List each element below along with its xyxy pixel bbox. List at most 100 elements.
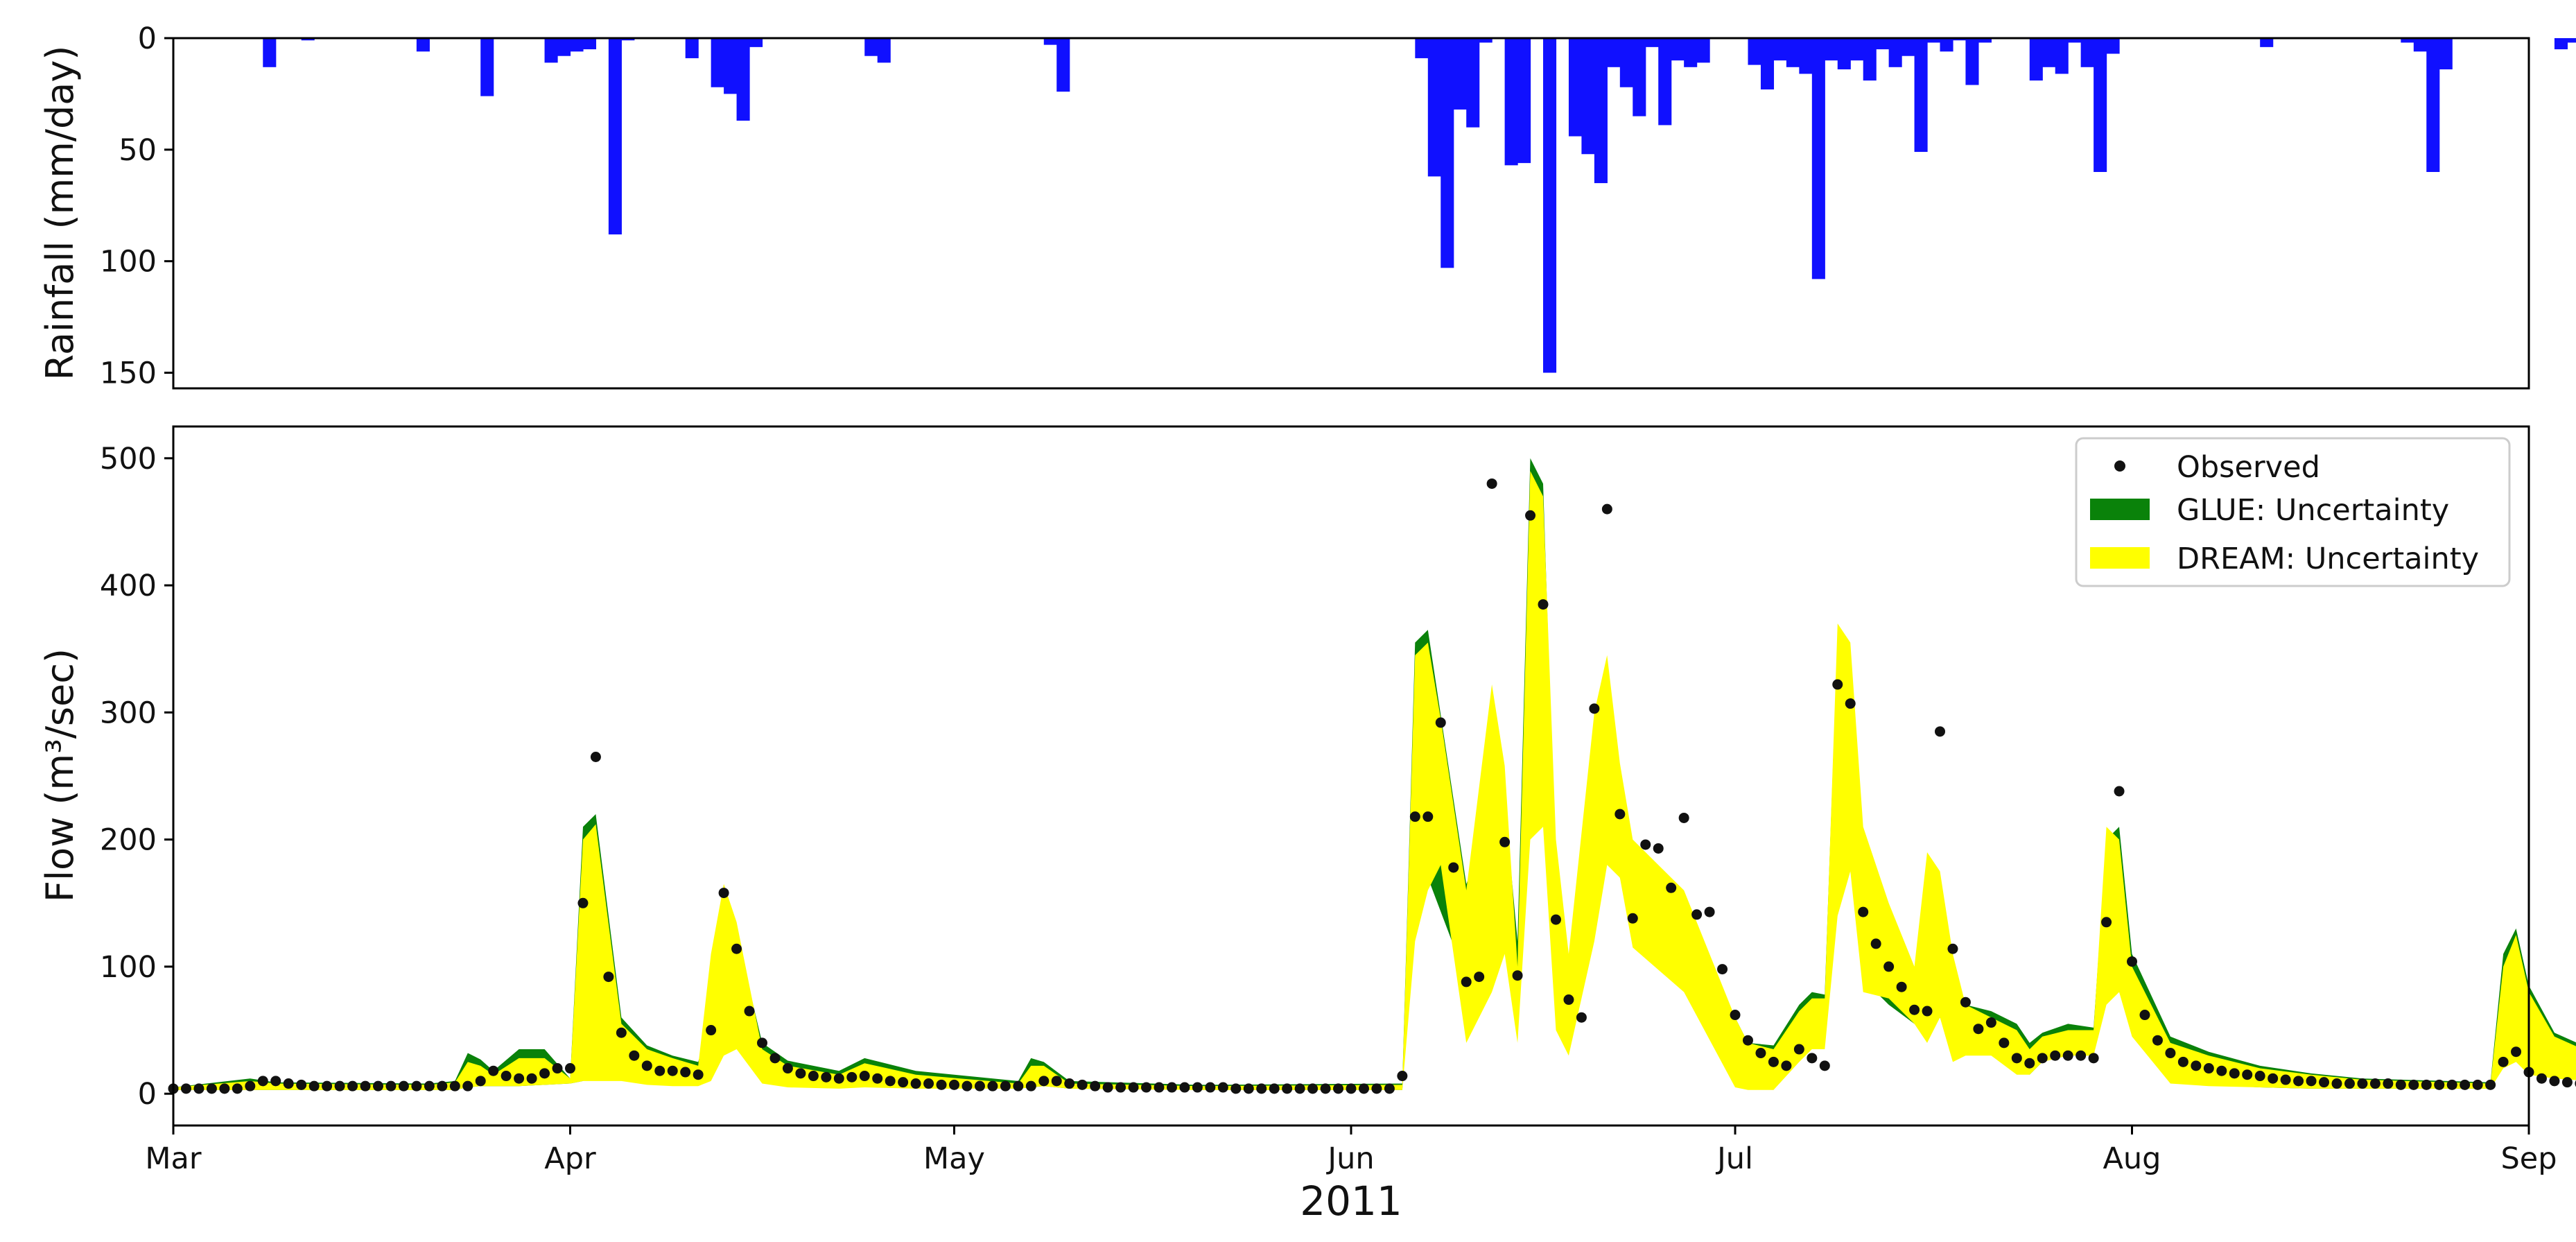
observed-point [2421, 1079, 2432, 1090]
observed-point [514, 1073, 525, 1084]
observed-point [322, 1080, 333, 1092]
observed-point [2050, 1050, 2061, 1061]
observed-point [2434, 1079, 2445, 1090]
rainfall-bar [1927, 38, 1941, 43]
observed-point [1870, 938, 1881, 949]
observed-point [1704, 906, 1715, 917]
observed-point [1090, 1080, 1101, 1092]
rainfall-bar [711, 38, 724, 87]
observed-point [2062, 1050, 2073, 1061]
observed-point [1883, 961, 1895, 972]
rainfall-bar [570, 38, 584, 52]
rainfall-bar [1773, 38, 1787, 61]
observed-point [1422, 811, 1434, 822]
observed-point [603, 972, 614, 983]
observed-point [1973, 1024, 1984, 1035]
rainfall-bar [2260, 38, 2274, 47]
observed-point [1947, 943, 1958, 954]
observed-point [1243, 1083, 1254, 1094]
observed-point [577, 897, 589, 908]
rainfall-bar [1850, 38, 1864, 61]
observed-point [1653, 843, 1664, 854]
observed-point [1730, 1010, 1741, 1021]
observed-point [1307, 1083, 1319, 1094]
observed-point [1678, 812, 1689, 823]
observed-point [1397, 1071, 1408, 1082]
observed-point [2114, 786, 2125, 797]
rainfall-bar [608, 38, 622, 235]
observed-point [693, 1069, 704, 1080]
observed-point [974, 1080, 985, 1092]
observed-point [2088, 1053, 2099, 1064]
observed-point [1807, 1053, 1818, 1064]
rainfall-bar [480, 38, 494, 96]
observed-point [2344, 1078, 2355, 1089]
rainfall-bar [1825, 38, 1838, 61]
observed-point [1909, 1004, 1920, 1015]
rainfall-bar [2106, 38, 2120, 54]
observed-point [1512, 970, 1523, 981]
flow-x-ticks: Mar Apr May Jun Jul Aug Sep [145, 1125, 2557, 1176]
flow-y-axis-label: Flow (m³/sec) [38, 648, 82, 902]
observed-point [667, 1065, 678, 1076]
observed-point [2561, 1077, 2573, 1088]
rainfall-bar [1876, 38, 1890, 50]
rainfall-bar [736, 38, 750, 121]
rainfall-bar [1671, 38, 1685, 61]
rainfall-y-axis-label: Rainfall (mm/day) [38, 46, 82, 381]
observed-point [206, 1083, 217, 1094]
observed-point [398, 1080, 409, 1092]
observed-point [180, 1083, 191, 1094]
observed-point [1922, 1006, 1933, 1017]
observed-point [1640, 839, 1651, 850]
observed-point [1269, 1083, 1280, 1094]
observed-point [1064, 1078, 1075, 1089]
rainfall-y-tick-label: 50 [119, 133, 157, 168]
rainfall-bar [877, 38, 891, 63]
observed-point [2127, 956, 2138, 967]
observed-point [1666, 882, 1677, 893]
rainfall-bar [2554, 38, 2568, 50]
observed-point [2472, 1079, 2483, 1090]
rainfall-bar [864, 38, 878, 56]
observed-point [936, 1079, 947, 1090]
observed-point [334, 1080, 345, 1092]
rainfall-bar [1466, 38, 1480, 128]
observed-point [2075, 1050, 2087, 1061]
observed-point [347, 1080, 358, 1092]
rainfall-bar [2439, 38, 2453, 70]
observed-point [552, 1063, 563, 1074]
rainfall-bar [1888, 38, 1902, 67]
observed-point [2203, 1063, 2214, 1074]
observed-point [1717, 964, 1728, 975]
observed-point [987, 1080, 998, 1092]
flow-y-tick-label: 200 [100, 823, 157, 858]
observed-point [1013, 1080, 1024, 1092]
observed-point [1154, 1082, 1165, 1093]
observed-point [1589, 703, 1600, 714]
observed-point [2268, 1073, 2279, 1084]
rainfall-bar [1837, 38, 1851, 70]
observed-point [1627, 913, 1638, 924]
observed-point [1320, 1083, 1331, 1094]
observed-point [1768, 1056, 1779, 1067]
rainfall-bar [1684, 38, 1698, 67]
rainfall-bar [1940, 38, 1953, 52]
observed-point [616, 1027, 627, 1038]
rainfall-plot-frame [172, 37, 2530, 390]
observed-point [270, 1076, 281, 1087]
flow-x-tick-label: May [923, 1141, 985, 1176]
rainfall-bar [724, 38, 738, 94]
observed-point [1128, 1082, 1139, 1093]
observed-point [2024, 1058, 2035, 1069]
observed-point [1486, 478, 1497, 489]
rainfall-bar [1594, 38, 1608, 184]
observed-point [1896, 981, 1907, 992]
rainfall-bar [1607, 38, 1621, 67]
rainfall-bar [1043, 38, 1057, 45]
rainfall-bar [1863, 38, 1877, 81]
observed-point [1166, 1082, 1177, 1093]
observed-point [1435, 717, 1446, 728]
rainfall-bar [263, 38, 277, 67]
rainfall-bar [1568, 38, 1583, 137]
